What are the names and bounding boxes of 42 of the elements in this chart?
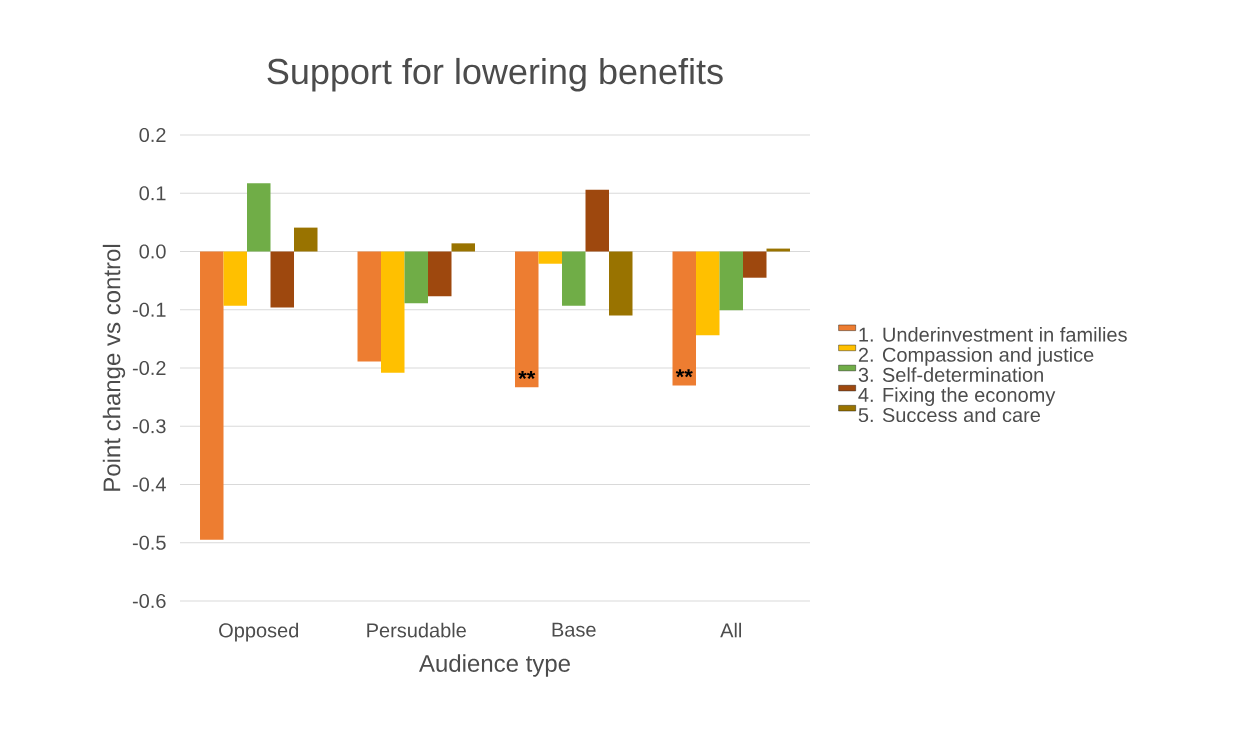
bar bbox=[270, 251, 295, 308]
x-tick-label: Persudable bbox=[367, 622, 466, 638]
x-tick-label: Opposed bbox=[219, 622, 299, 642]
bar bbox=[609, 251, 633, 316]
bar bbox=[404, 251, 429, 304]
y-tick-label: -0.5 bbox=[132, 535, 166, 550]
bar bbox=[294, 227, 318, 252]
y-tick-label: 0.0 bbox=[139, 244, 166, 259]
bar bbox=[200, 251, 224, 540]
x-tick-label: All bbox=[720, 622, 742, 638]
y-tick-label: -0.6 bbox=[132, 593, 166, 609]
bar bbox=[381, 251, 405, 373]
data-label: ** bbox=[518, 370, 536, 380]
bar bbox=[223, 251, 248, 306]
y-tick-label: -0.2 bbox=[132, 360, 166, 376]
x-axis-title: Audience type bbox=[419, 654, 570, 677]
bar bbox=[515, 251, 539, 388]
bar bbox=[428, 251, 452, 297]
legend-label: 2. Compassion and justice bbox=[858, 347, 1094, 366]
y-tick-label: -0.4 bbox=[132, 477, 166, 492]
legend-label: 1. Underinvestment in families bbox=[859, 327, 1127, 342]
y-tick-label: -0.3 bbox=[132, 419, 166, 434]
bar bbox=[451, 243, 476, 252]
y-axis-title: Point change vs control bbox=[102, 244, 126, 491]
bar bbox=[357, 251, 382, 362]
y-tick-label: 0.2 bbox=[139, 127, 166, 143]
legend-label: 3. Self-determination bbox=[858, 367, 1043, 382]
data-label: ** bbox=[675, 369, 693, 378]
bar bbox=[562, 251, 586, 306]
bar bbox=[672, 251, 696, 386]
bar bbox=[696, 251, 720, 336]
y-tick-label: 0.1 bbox=[139, 186, 166, 201]
chart-title: Support for lowering benefits bbox=[267, 57, 723, 92]
x-tick-label: Base bbox=[552, 622, 596, 637]
bar bbox=[585, 189, 610, 252]
y-tick-label: -0.1 bbox=[132, 302, 166, 317]
bar bbox=[247, 183, 271, 252]
legend-label: 4. Fixing the economy bbox=[858, 387, 1056, 406]
bar bbox=[743, 251, 767, 278]
bar bbox=[538, 251, 563, 264]
bar bbox=[719, 251, 743, 311]
legend-label: 5. Success and care bbox=[858, 407, 1041, 423]
